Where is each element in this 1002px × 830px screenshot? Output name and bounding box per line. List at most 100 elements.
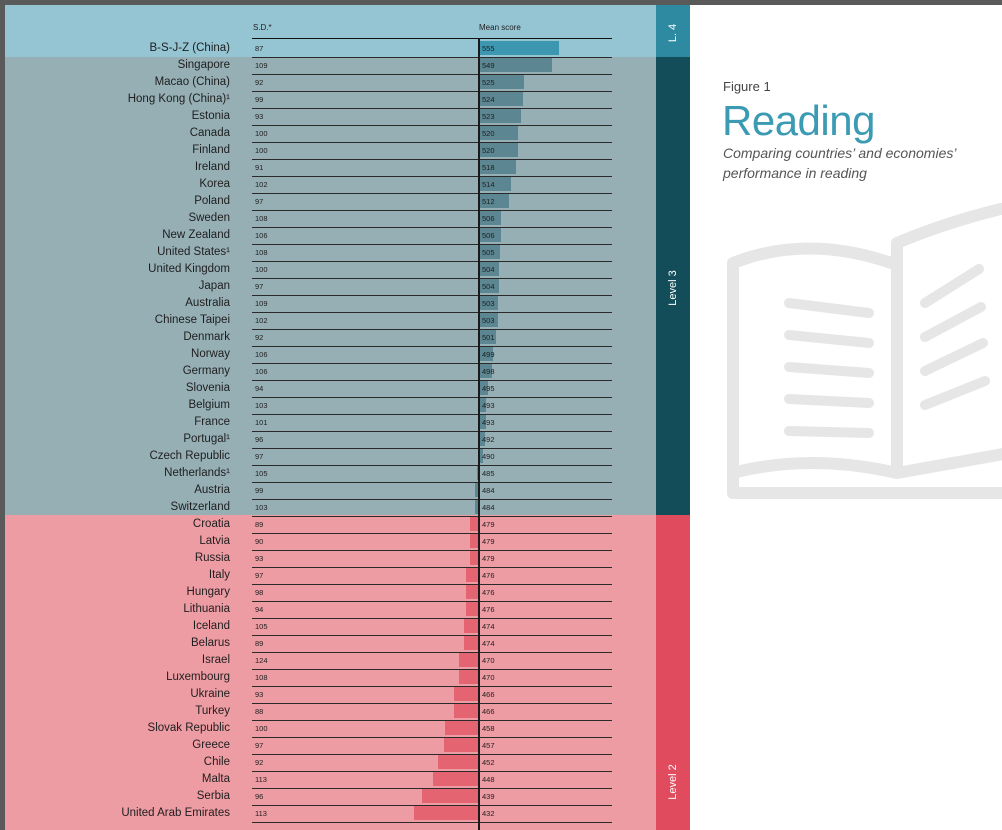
country-name: Ireland — [194, 161, 230, 173]
mean-score-bar — [454, 687, 479, 701]
mean-score-bar — [463, 619, 479, 633]
sd-value: 94 — [255, 384, 264, 393]
sd-value: 88 — [255, 707, 264, 716]
country-name: Chinese Taipei — [154, 314, 230, 326]
sd-value: 109 — [255, 299, 268, 308]
country-name: Macao (China) — [154, 76, 230, 88]
sd-value: 113 — [255, 775, 267, 784]
country-name: Canada — [189, 127, 230, 139]
sd-value: 103 — [255, 401, 268, 410]
mean-score-header: Mean score — [479, 23, 521, 32]
row-rule — [252, 601, 612, 602]
sd-value: 91 — [255, 163, 264, 172]
report-page: L. 4 Level 3 Level 2 S.D.* Mean score B-… — [5, 5, 1002, 830]
sd-value: 109 — [255, 61, 268, 70]
row-rule — [252, 159, 612, 160]
row-rule — [252, 737, 612, 738]
sd-value: 97 — [255, 452, 264, 461]
row-rule — [252, 822, 612, 823]
country-name: Hong Kong (China)¹ — [127, 93, 230, 105]
mean-score-value: 476 — [482, 605, 495, 614]
country-name: Italy — [208, 569, 230, 581]
sd-value: 89 — [255, 639, 264, 648]
row-rule — [252, 482, 612, 483]
mean-score-bar — [479, 245, 501, 259]
mean-score-bar — [443, 738, 479, 752]
mean-score-value: 514 — [482, 180, 495, 189]
mean-score-value: 524 — [482, 95, 495, 104]
row-rule — [252, 346, 612, 347]
row-rule — [252, 193, 612, 194]
country-name: Croatia — [192, 518, 230, 530]
mean-score-bar — [479, 143, 518, 157]
row-rule — [252, 533, 612, 534]
country-name: Poland — [194, 195, 230, 207]
row-rule — [252, 125, 612, 126]
mean-score-value: 448 — [482, 775, 495, 784]
mean-score-bar — [466, 602, 479, 616]
row-rule — [252, 516, 612, 517]
mean-score-bar — [479, 398, 487, 412]
mean-score-bar — [479, 347, 494, 361]
sd-value: 96 — [255, 792, 264, 801]
mean-score-value: 523 — [482, 112, 495, 121]
mean-score-value: 492 — [482, 435, 495, 444]
row-rule — [252, 142, 612, 143]
sd-value: 92 — [255, 758, 264, 767]
sd-value: 92 — [255, 333, 264, 342]
row-rule — [252, 720, 612, 721]
mean-score-bar — [458, 670, 479, 684]
mean-score-value: 493 — [482, 401, 495, 410]
mean-score-bar — [479, 279, 500, 293]
mean-score-bar — [458, 653, 479, 667]
sd-value: 93 — [255, 554, 264, 563]
mean-score-bar — [444, 721, 479, 735]
sd-value: 97 — [255, 282, 264, 291]
sd-value: 98 — [255, 588, 264, 597]
mean-score-bar — [479, 177, 511, 191]
row-rule — [252, 227, 612, 228]
sd-value: 100 — [255, 146, 268, 155]
country-name: Slovenia — [185, 382, 230, 394]
mean-score-value: 439 — [482, 792, 495, 801]
country-name: Israel — [201, 654, 230, 666]
mean-score-bar — [432, 772, 479, 786]
sd-value: 89 — [255, 520, 264, 529]
row-rule — [252, 499, 612, 500]
mean-score-value: 484 — [482, 503, 495, 512]
sd-value: 92 — [255, 78, 264, 87]
sd-value: 90 — [255, 537, 264, 546]
row-rule — [252, 431, 612, 432]
mean-score-value: 499 — [482, 350, 495, 359]
country-name: Turkey — [195, 705, 230, 717]
country-name: Belgium — [188, 399, 230, 411]
mean-score-value: 474 — [482, 639, 495, 648]
country-name: Ukraine — [190, 688, 230, 700]
sd-value: 99 — [255, 486, 264, 495]
mean-score-bar — [463, 636, 479, 650]
row-rule — [252, 244, 612, 245]
mean-score-bar — [414, 806, 479, 820]
row-rule — [252, 397, 612, 398]
country-name: Switzerland — [170, 501, 230, 513]
mean-score-value: 555 — [482, 44, 495, 53]
row-rule — [252, 414, 612, 415]
mean-score-bar — [479, 432, 485, 446]
mean-score-bar — [466, 568, 479, 582]
sd-value: 97 — [255, 741, 264, 750]
open-book-icon — [727, 203, 1002, 499]
mean-score-value: 490 — [482, 452, 495, 461]
mean-score-value: 466 — [482, 690, 495, 699]
country-name: Singapore — [177, 59, 230, 71]
mean-score-value: 479 — [482, 554, 495, 563]
sd-value: 100 — [255, 129, 268, 138]
row-rule — [252, 550, 612, 551]
mean-score-value: 505 — [482, 248, 495, 257]
mean-score-bar — [479, 415, 487, 429]
mean-score-bar — [479, 313, 498, 327]
level-3-band — [5, 57, 656, 515]
country-name: United Arab Emirates — [121, 807, 230, 819]
country-name: B-S-J-Z (China) — [149, 42, 230, 54]
sd-value: 108 — [255, 214, 268, 223]
sd-value: 105 — [255, 622, 268, 631]
